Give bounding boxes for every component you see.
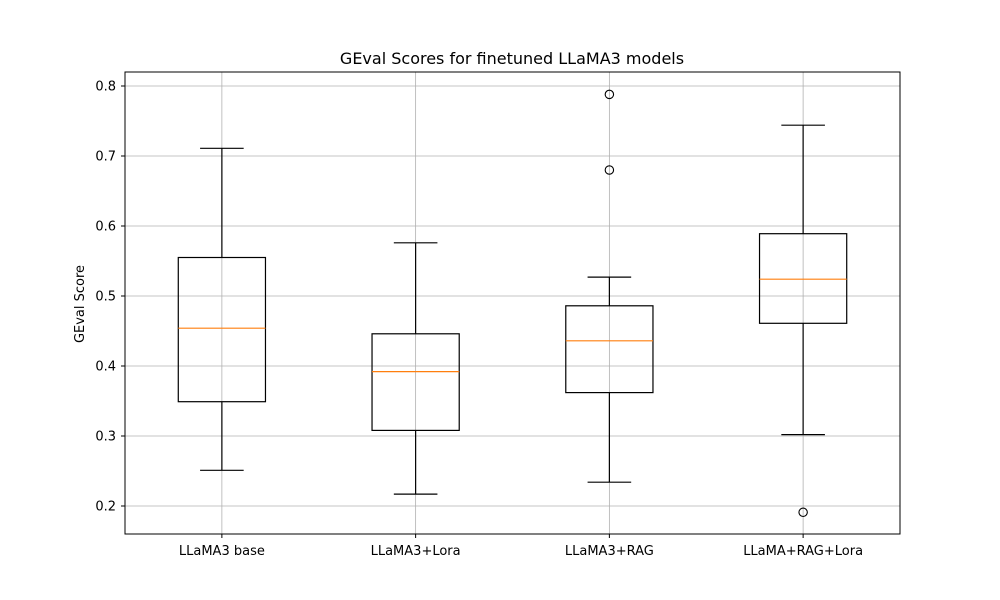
x-tick-label: LLaMA3 base	[179, 544, 265, 559]
boxes	[177, 89, 848, 518]
grid-lines	[125, 72, 900, 534]
y-tick-label: 0.4	[95, 360, 116, 375]
y-tick-label: 0.3	[95, 430, 116, 445]
y-tick-label: 0.5	[95, 290, 116, 305]
iqr-box	[758, 233, 848, 324]
box-group	[177, 147, 267, 471]
x-tick-label: LLaMA3+RAG	[565, 544, 654, 559]
iqr-box	[177, 256, 267, 403]
y-axis-label: GEval Score	[73, 265, 88, 343]
outlier-point	[604, 165, 615, 175]
box-group	[371, 242, 460, 495]
box-group	[565, 89, 654, 483]
x-tick-label: LLaMA+RAG+Lora	[743, 544, 863, 559]
iqr-box	[565, 305, 654, 394]
y-tick-label: 0.2	[95, 500, 116, 515]
y-tick-label: 0.7	[95, 150, 116, 165]
y-tick-label: 0.8	[95, 80, 116, 95]
plot-frame	[124, 71, 901, 535]
outlier-point	[604, 89, 615, 100]
chart-title: GEval Scores for finetuned LLaMA3 models	[340, 49, 684, 68]
axis-ticks: 0.2 0.3 0.4 0.5 0.6 0.7 0.8 LLaMA3 base LLaMA3+L…	[95, 80, 863, 560]
y-tick-label: 0.6	[95, 220, 116, 235]
box-group	[758, 124, 848, 518]
outlier-point	[798, 507, 808, 518]
x-tick-label: LLaMA3+Lora	[371, 544, 461, 559]
iqr-box	[371, 333, 460, 431]
